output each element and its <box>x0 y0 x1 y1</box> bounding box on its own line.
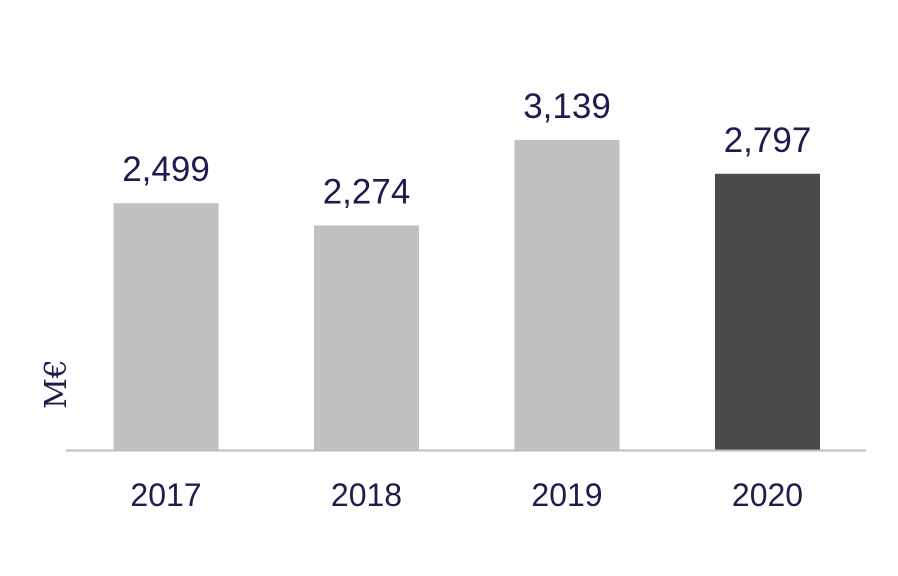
bar-2020 <box>715 173 820 450</box>
bar-2017 <box>113 203 219 450</box>
bars-group <box>113 140 820 450</box>
bar-2018 <box>314 225 419 450</box>
value-label-2017: 2,499 <box>122 150 210 189</box>
x-tick-label-2017: 2017 <box>130 477 201 513</box>
value-label-2020: 2,797 <box>724 121 812 160</box>
x-tick-label-2020: 2020 <box>732 477 803 513</box>
x-tick-labels-group: 2017 2018 2019 2020 <box>130 477 803 513</box>
value-label-2019: 3,139 <box>523 87 611 126</box>
value-label-2018: 2,274 <box>323 172 411 211</box>
bar-2019 <box>514 140 620 450</box>
x-tick-label-2019: 2019 <box>531 477 602 513</box>
x-tick-label-2018: 2018 <box>331 477 402 513</box>
value-labels-group: 2,499 2,274 3,139 2,797 <box>122 87 811 211</box>
y-axis-title: M€ <box>39 359 74 409</box>
